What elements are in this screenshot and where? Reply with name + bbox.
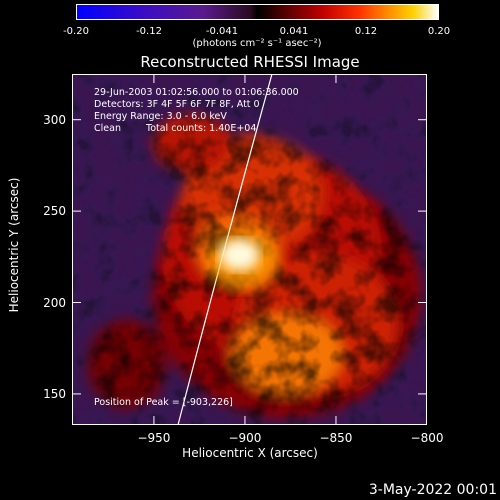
x-tick-label: −950 — [137, 431, 171, 445]
annotation-peak-position: Position of Peak = [-903,226] — [94, 397, 233, 408]
plot-area — [72, 74, 427, 425]
colorbar-tick-label: 0.12 — [354, 26, 378, 37]
colorbar-units: (photons cm⁻² s⁻¹ asec⁻²) — [192, 38, 322, 49]
colorbar-tick-label: -0.041 — [205, 26, 239, 37]
peak-hotspot — [219, 238, 260, 271]
colorbar-tick-label: -0.20 — [63, 26, 89, 37]
annotation-energy-range: Energy Range: 3.0 - 6.0 keV — [94, 111, 227, 122]
colorbar-tick-label: 0.20 — [427, 26, 451, 37]
annotation-algorithm: Clean — [94, 123, 121, 134]
annotation-time-range: 29-Jun-2003 01:02:56.000 to 01:06:36.000 — [94, 87, 299, 98]
footer-date: 3-May-2022 00:01 — [368, 482, 497, 498]
colorbar-tick-label: -0.12 — [136, 26, 162, 37]
colorbar — [76, 4, 439, 20]
y-tick-label: 200 — [43, 295, 66, 310]
x-axis-label: Heliocentric X (arcsec) — [182, 446, 318, 460]
x-tick-label: −900 — [228, 431, 262, 445]
y-tick-label: 150 — [43, 386, 66, 401]
annotation-total-counts: Total counts: 1.40E+04 — [146, 123, 257, 134]
y-axis-label: Heliocentric Y (arcsec) — [7, 177, 21, 313]
annotation-detectors: Detectors: 3F 4F 5F 6F 7F 8F, Att 0 — [94, 99, 260, 110]
x-tick-label: −850 — [319, 431, 353, 445]
x-tick-label: −800 — [410, 431, 444, 445]
colorbar-tick-label: 0.041 — [279, 26, 309, 37]
y-tick-label: 300 — [43, 112, 66, 127]
y-tick-label: 250 — [43, 204, 66, 219]
chart-title: Reconstructed RHESSI Image — [140, 53, 360, 71]
